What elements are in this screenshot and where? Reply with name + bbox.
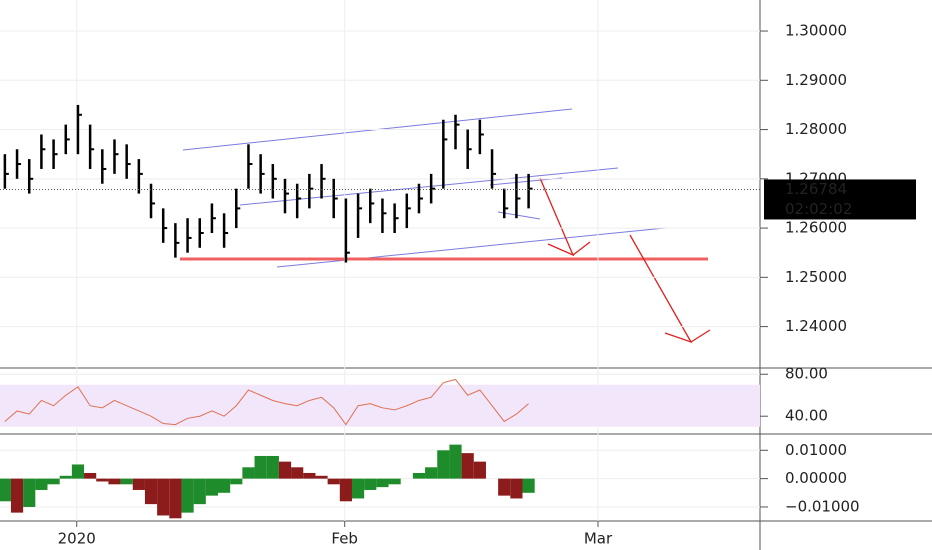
last-price-label: 1.26784 <box>785 180 847 198</box>
y-tick-label: 1.29000 <box>785 71 847 89</box>
macd-bar <box>498 478 511 496</box>
macd-bar <box>522 478 535 493</box>
macd-bar <box>303 472 316 479</box>
y-tick-label: 1.26000 <box>785 219 847 237</box>
macd-bar <box>218 478 231 493</box>
y-tick-label: 80.00 <box>785 365 828 383</box>
macd-bar <box>376 478 389 488</box>
rsi-band <box>0 384 760 427</box>
macd-bar <box>449 444 462 479</box>
macd-bar <box>230 478 243 485</box>
macd-bar <box>59 475 72 479</box>
y-tick-label: 40.00 <box>785 407 828 425</box>
macd-bar <box>193 478 206 505</box>
macd-bar <box>315 475 328 479</box>
y-tick-label: −0.01000 <box>785 497 860 515</box>
macd-bar <box>132 478 145 490</box>
macd-bar <box>242 467 255 479</box>
macd-bar <box>339 478 352 502</box>
y-tick-label: 1.25000 <box>785 268 847 286</box>
macd-bar <box>84 472 97 479</box>
macd-bar <box>291 467 304 479</box>
macd-bar <box>47 478 60 485</box>
macd-bar <box>425 467 438 479</box>
macd-bar <box>254 455 267 479</box>
macd-bar <box>71 464 85 479</box>
macd-bar <box>473 461 486 479</box>
countdown: 02:02:02 <box>785 200 852 218</box>
macd-bar <box>266 455 279 479</box>
channel-line <box>239 167 619 206</box>
macd-bar <box>144 478 158 505</box>
macd-bar <box>364 478 377 490</box>
macd-bar <box>169 478 182 519</box>
macd-bar <box>437 450 450 479</box>
y-tick-label: 0.00000 <box>785 469 847 487</box>
x-tick-label: Mar <box>584 530 613 548</box>
x-tick-label: Feb <box>331 530 358 548</box>
last-price-box <box>764 179 916 220</box>
macd-bar <box>412 472 426 479</box>
y-tick-label: 1.28000 <box>785 120 847 138</box>
macd-bar <box>510 478 523 499</box>
macd-bar <box>10 478 24 513</box>
y-tick-label: 0.01000 <box>785 441 847 459</box>
macd-bar <box>108 478 121 485</box>
y-tick-label: 1.24000 <box>785 317 847 335</box>
macd-bar <box>120 478 133 485</box>
macd-bar <box>327 478 340 485</box>
macd-bar <box>461 453 474 479</box>
macd-bar <box>0 478 11 502</box>
macd-bar <box>23 478 36 507</box>
macd-bar <box>181 478 194 513</box>
x-tick-label: 2020 <box>58 530 96 548</box>
macd-bar <box>157 478 170 516</box>
rsi-line <box>4 378 529 426</box>
macd-bar <box>35 478 48 490</box>
arrow <box>572 241 591 256</box>
macd-bar <box>205 478 219 496</box>
macd-bar <box>278 461 292 479</box>
arrow <box>690 329 711 343</box>
macd-bar <box>96 478 109 482</box>
macd-bar <box>388 478 401 485</box>
y-tick-label: 1.30000 <box>785 22 847 40</box>
macd-bar <box>351 478 365 499</box>
